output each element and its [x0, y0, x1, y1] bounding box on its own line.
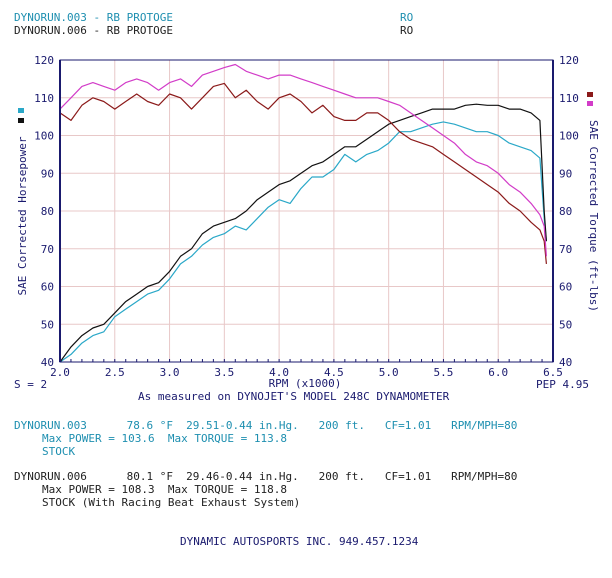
- pep-label: PEP 4.95: [536, 378, 589, 391]
- run1-code: RO: [400, 11, 414, 24]
- legend-marker-torque-003: [587, 92, 593, 97]
- y-axis-label: SAE Corrected Horsepower: [16, 136, 29, 295]
- run006-conditions: DYNORUN.006 80.1 °F 29.46-0.44 in.Hg. 20…: [14, 470, 518, 483]
- y-tick-label: 60: [41, 281, 54, 294]
- run1-title: DYNORUN.003 - RB PROTOGE: [14, 11, 173, 24]
- legend-marker-power-003: [18, 108, 24, 113]
- run003-note: STOCK: [42, 445, 76, 458]
- y2-tick-label: 70: [559, 243, 572, 256]
- y2-tick-label: 100: [559, 130, 579, 143]
- legend-marker-torque-006: [587, 101, 593, 106]
- y-tick-label: 80: [41, 205, 54, 218]
- x-tick-label: 2.5: [105, 366, 125, 379]
- run006-note: STOCK (With Racing Beat Exhaust System): [42, 496, 301, 509]
- y-tick-label: 70: [41, 243, 54, 256]
- x-tick-label: 2.0: [50, 366, 70, 379]
- x-tick-label: 6.0: [488, 366, 508, 379]
- smoothing-label: S = 2: [14, 378, 48, 391]
- run003-max-values: Max POWER = 103.6 Max TORQUE = 113.8: [42, 432, 288, 445]
- chart-series: [59, 63, 547, 363]
- series-line-2: [59, 82, 547, 264]
- y2-tick-label: 90: [559, 167, 572, 180]
- x-axis-label: RPM (x1000): [269, 377, 342, 390]
- y2-tick-label: 50: [559, 318, 572, 331]
- measured-note: As measured on DYNOJET'S MODEL 248C DYNA…: [138, 390, 450, 403]
- y-tick-label: 90: [41, 167, 54, 180]
- y2-axis-label: SAE Corrected Torque (ft-lbs): [587, 120, 600, 312]
- y2-tick-label: 40: [559, 356, 572, 369]
- y-tick-label: 50: [41, 318, 54, 331]
- y2-tick-label: 80: [559, 205, 572, 218]
- legend-marker-power-006: [18, 118, 24, 123]
- y2-tick-label: 120: [559, 54, 579, 67]
- y2-tick-label: 110: [559, 92, 579, 105]
- run003-conditions: DYNORUN.003 78.6 °F 29.51-0.44 in.Hg. 20…: [14, 419, 518, 432]
- x-tick-label: 4.5: [324, 366, 344, 379]
- x-tick-label: 5.0: [379, 366, 399, 379]
- x-tick-label: 3.0: [160, 366, 180, 379]
- x-tick-label: 5.5: [434, 366, 454, 379]
- run2-code: RO: [400, 24, 414, 37]
- chart-axes: [59, 59, 554, 363]
- y-tick-label: 40: [41, 356, 54, 369]
- x-tick-label: 4.0: [269, 366, 289, 379]
- series-line-1: [59, 103, 547, 363]
- y-tick-label: 100: [34, 130, 54, 143]
- series-line-3: [59, 63, 547, 257]
- run2-title: DYNORUN.006 - RB PROTOGE: [14, 24, 173, 37]
- footer-contact: DYNAMIC AUTOSPORTS INC. 949.457.1234: [180, 535, 419, 548]
- series-line-0: [59, 121, 547, 363]
- x-tick-label: 3.5: [214, 366, 234, 379]
- x-tick-label: 6.5: [543, 366, 563, 379]
- run006-max-values: Max POWER = 108.3 Max TORQUE = 118.8: [42, 483, 288, 496]
- y-tick-label: 110: [34, 92, 54, 105]
- y2-tick-label: 60: [559, 281, 572, 294]
- y-tick-label: 120: [34, 54, 54, 67]
- chart-grid: [59, 59, 554, 363]
